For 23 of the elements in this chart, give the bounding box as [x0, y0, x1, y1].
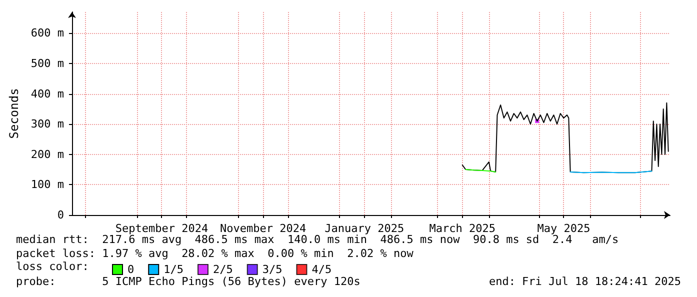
y-tick-label: 500 m [30, 57, 64, 70]
y-tick-label: 300 m [30, 118, 64, 131]
y-tick-label: 400 m [30, 87, 64, 100]
legend-label: 1/5 [164, 263, 184, 276]
legend-label: 2/5 [212, 263, 233, 276]
legend-label: 4/5 [312, 263, 332, 276]
text: end: Fri Jul 18 18:24:41 2025 [488, 275, 682, 288]
x-tick-label: March 2025 [429, 222, 496, 235]
legend-label: 3/5 [262, 263, 282, 276]
y-axis-title: Seconds [7, 88, 21, 139]
legend-label: 0 [128, 263, 134, 276]
text: packet loss: 1.97 % avg 28.02 % max 0.00 % min 2.02 % now [16, 247, 414, 260]
legend-title: loss color: [16, 260, 89, 273]
y-tick-label: 100 m [30, 178, 64, 192]
x-tick-label: January 2025 [324, 222, 404, 235]
x-tick-label: September 2024 [115, 222, 208, 235]
x-tick-label: November 2024 [220, 222, 306, 235]
y-tick-label: 0 [57, 208, 64, 222]
y-tick-label: 200 m [30, 148, 64, 161]
x-tick-label: May 2025 [537, 222, 590, 235]
text: probe: 5 ICMP Echo Pings (56 Bytes) every 120s [16, 275, 360, 288]
y-tick-label: 600 m [30, 26, 64, 40]
text: median rtt: 217.6 ms avg 486.5 ms max 140.0 ms min 486.5 ms now 90.8 ms sd 2.4 am/s [16, 233, 619, 246]
